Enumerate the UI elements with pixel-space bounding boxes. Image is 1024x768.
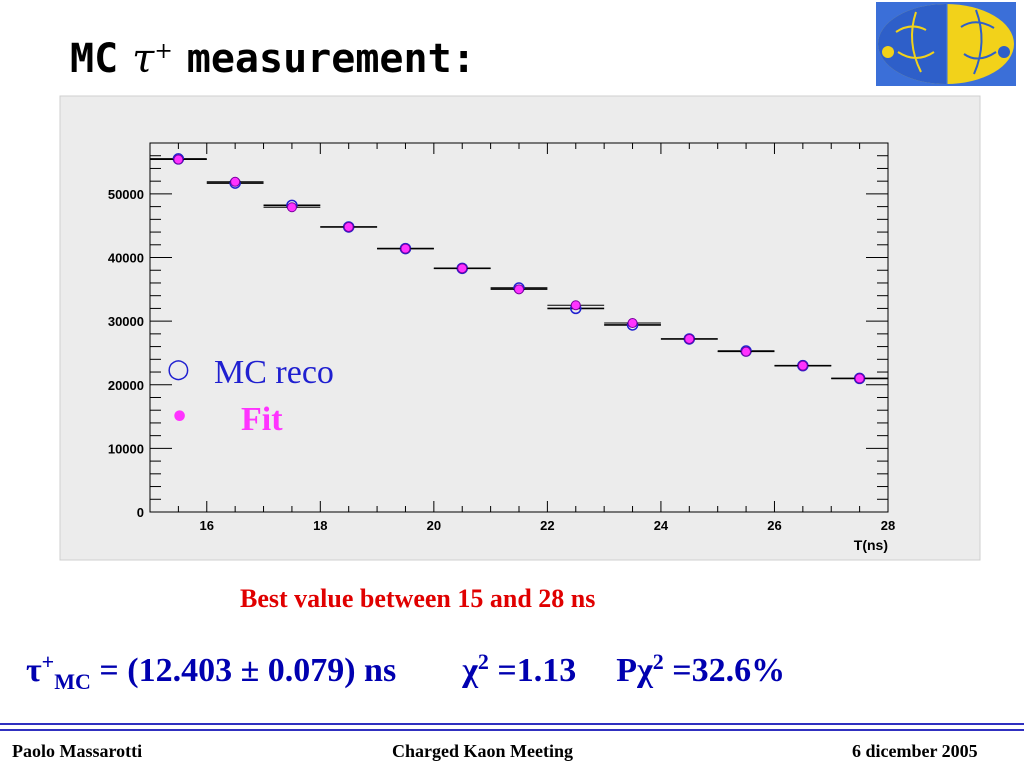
- legend-symbol-fit: •: [170, 400, 189, 435]
- chi-exponent: 2: [477, 649, 489, 674]
- footer-meeting: Charged Kaon Meeting: [392, 741, 573, 761]
- footer-date: 6 dicember 2005: [852, 741, 978, 761]
- fit-point: [741, 346, 752, 357]
- x-tick-label: 20: [427, 518, 441, 533]
- fit-point: [514, 284, 524, 295]
- x-tick-label: 22: [540, 518, 554, 533]
- title-superscript: +: [154, 39, 173, 64]
- title-tau-symbol: τ: [132, 36, 155, 82]
- footer-author: Paolo Massarotti: [12, 741, 143, 761]
- y-tick-label: 0: [137, 505, 144, 520]
- y-tick-label: 40000: [108, 251, 144, 266]
- fit-point: [570, 300, 581, 311]
- y-tick-label: 30000: [108, 314, 144, 329]
- legend: ○ MC reco • Fit: [167, 354, 334, 438]
- x-tick-label: 26: [767, 518, 781, 533]
- fit-point: [684, 333, 695, 344]
- chi-symbol: χ: [462, 652, 478, 689]
- x-tick-label: 18: [313, 518, 327, 533]
- kloe-logo: [876, 2, 1016, 86]
- y-tick-label: 20000: [108, 378, 144, 393]
- best-value-note: Best value between 15 and 28 ns: [240, 584, 596, 613]
- chi-value: =1.13: [488, 652, 577, 689]
- result-tau-sup: +: [41, 649, 55, 674]
- legend-label-mc-reco: MC reco: [214, 354, 334, 391]
- x-tick-label: 24: [654, 518, 669, 533]
- slide-title: MC τ+ measurement:: [70, 36, 476, 82]
- y-tick-label: 10000: [108, 441, 144, 456]
- fit-point: [457, 263, 468, 274]
- fit-point: [286, 202, 297, 213]
- footer-rule-bottom: [0, 729, 1024, 731]
- legend-label-fit: Fit: [241, 401, 283, 438]
- fit-point: [230, 176, 241, 187]
- footer-rule-top: [0, 723, 1024, 725]
- p-chi-value: =32.6%: [663, 652, 786, 689]
- p-chi-label: Pχ: [616, 652, 653, 689]
- x-tick-label: 28: [881, 518, 895, 533]
- fit-point: [627, 318, 638, 329]
- fit-point: [854, 373, 865, 384]
- result-value: = (12.403 ± 0.079) ns: [90, 652, 397, 689]
- fit-point: [400, 243, 411, 254]
- x-tick-label: 16: [200, 518, 214, 533]
- result-tau: τ: [26, 652, 42, 689]
- plot-frame: [149, 142, 889, 513]
- result-tau-sub: MC: [54, 669, 91, 694]
- title-text: MC: [70, 36, 119, 82]
- y-tick-label: 50000: [108, 187, 144, 202]
- fit-point: [173, 154, 184, 165]
- fit-point: [797, 360, 808, 371]
- fit-point: [343, 221, 354, 232]
- p-chi-exponent: 2: [652, 649, 664, 674]
- x-axis-label: T(ns): [854, 537, 888, 553]
- title-rest: measurement:: [186, 36, 476, 82]
- legend-symbol-mc-reco: ○: [167, 354, 190, 384]
- fit-result: τ+MC = (12.403 ± 0.079) ns χ2 =1.13 Pχ2 =3…: [26, 649, 786, 694]
